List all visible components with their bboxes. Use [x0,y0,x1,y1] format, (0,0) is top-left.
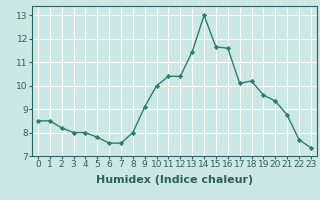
X-axis label: Humidex (Indice chaleur): Humidex (Indice chaleur) [96,175,253,185]
